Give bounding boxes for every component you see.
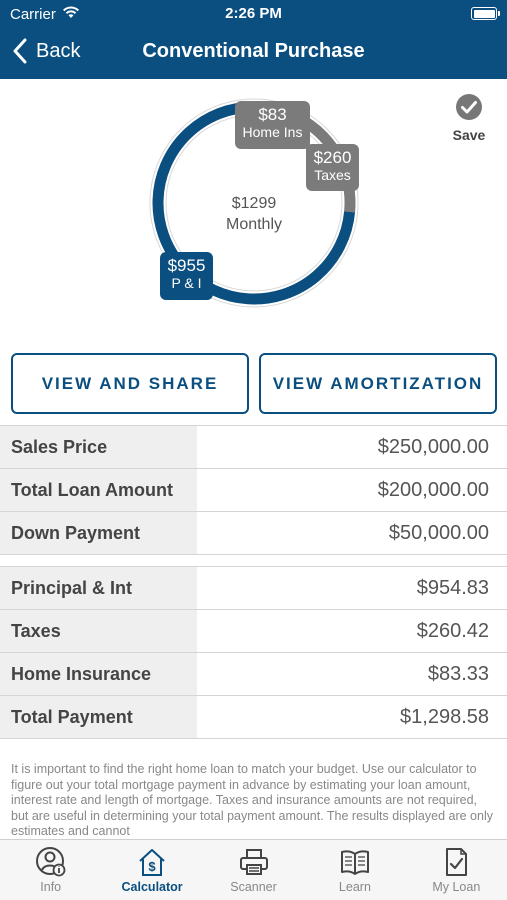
- row-label: Total Payment: [0, 696, 197, 738]
- checklist-icon: [446, 848, 468, 876]
- row-label: Taxes: [0, 610, 197, 652]
- table-row-taxes: Taxes $260.42: [0, 610, 507, 653]
- tab-calculator[interactable]: $ Calculator: [101, 840, 202, 900]
- row-label: Home Insurance: [0, 653, 197, 695]
- save-button[interactable]: Save: [448, 93, 490, 143]
- clock: 2:26 PM: [225, 5, 282, 22]
- back-label: Back: [36, 39, 81, 62]
- table-row-down-payment: Down Payment $50,000.00: [0, 512, 507, 555]
- row-value: $1,298.58: [400, 705, 489, 728]
- row-label: Principal & Int: [0, 567, 197, 609]
- taxes-label: Taxes: [314, 166, 351, 183]
- row-label: Total Loan Amount: [0, 469, 197, 511]
- calculator-house-icon: $: [139, 849, 165, 876]
- svg-text:$: $: [148, 859, 156, 874]
- carrier-label: Carrier: [10, 6, 56, 23]
- payment-chart: $1299 Monthly $83 Home Ins $260 Taxes $9…: [0, 79, 507, 344]
- checkmark-circle-icon: [456, 94, 482, 120]
- printer-icon: [239, 849, 268, 875]
- tab-label: Learn: [338, 880, 371, 894]
- tab-label: Calculator: [121, 880, 183, 894]
- save-label: Save: [452, 127, 486, 143]
- payment-breakdown-table: Principal & Int $954.83 Taxes $260.42 Ho…: [0, 566, 507, 739]
- pi-tag: $955 P & I: [160, 252, 213, 300]
- table-row-home-insurance: Home Insurance $83.33: [0, 653, 507, 696]
- tab-learn[interactable]: Learn: [304, 840, 405, 900]
- taxes-tag: $260 Taxes: [306, 144, 359, 191]
- home-ins-label: Home Ins: [242, 123, 303, 140]
- pi-label: P & I: [171, 274, 202, 291]
- chevron-left-icon: [13, 38, 27, 64]
- row-value: $954.83: [416, 576, 489, 599]
- wifi-icon: [63, 6, 79, 18]
- disclaimer-text: It is important to find the right home l…: [11, 762, 493, 838]
- loan-summary-table: Sales Price $250,000.00 Total Loan Amoun…: [0, 425, 507, 555]
- table-row-principal-int: Principal & Int $954.83: [0, 567, 507, 610]
- home-ins-tag: $83 Home Ins: [235, 101, 310, 149]
- pi-amount: $955: [167, 256, 206, 275]
- tab-label: Scanner: [230, 880, 277, 894]
- row-value: $50,000.00: [388, 521, 489, 544]
- table-row-total-payment: Total Payment $1,298.58: [0, 696, 507, 739]
- table-row-total-loan-amount: Total Loan Amount $200,000.00: [0, 469, 507, 512]
- tab-my-loan[interactable]: My Loan: [406, 840, 507, 900]
- row-value: $200,000.00: [377, 478, 489, 501]
- tab-label: Info: [40, 880, 62, 894]
- tab-bar: Info $ Calculator Scanner Learn: [0, 839, 507, 900]
- tab-label: My Loan: [432, 880, 481, 894]
- page-title: Conventional Purchase: [142, 40, 365, 62]
- back-button[interactable]: Back: [12, 38, 80, 64]
- book-icon: [340, 850, 369, 875]
- row-label: Sales Price: [0, 426, 197, 468]
- status-bar: Carrier 2:26 PM: [0, 0, 507, 28]
- row-value: $83.33: [427, 662, 489, 685]
- tab-info[interactable]: Info: [0, 840, 101, 900]
- top-bar: Carrier 2:26 PM Back Conventional Purcha…: [0, 0, 507, 79]
- row-value: $260.42: [416, 619, 489, 642]
- view-and-share-button[interactable]: VIEW AND SHARE: [11, 353, 249, 414]
- row-value: $250,000.00: [377, 435, 489, 458]
- row-label: Down Payment: [0, 512, 197, 554]
- chart-center-amount: $1299: [231, 195, 277, 212]
- table-row-sales-price: Sales Price $250,000.00: [0, 426, 507, 469]
- donut-outer-ring: [149, 98, 359, 308]
- tab-scanner[interactable]: Scanner: [203, 840, 304, 900]
- view-amortization-button[interactable]: VIEW AMORTIZATION: [259, 353, 497, 414]
- battery-icon: [471, 7, 500, 20]
- chart-center-label: Monthly: [225, 216, 283, 233]
- home-ins-amount: $83: [258, 105, 287, 124]
- taxes-amount: $260: [313, 148, 352, 167]
- info-person-icon: [35, 847, 66, 877]
